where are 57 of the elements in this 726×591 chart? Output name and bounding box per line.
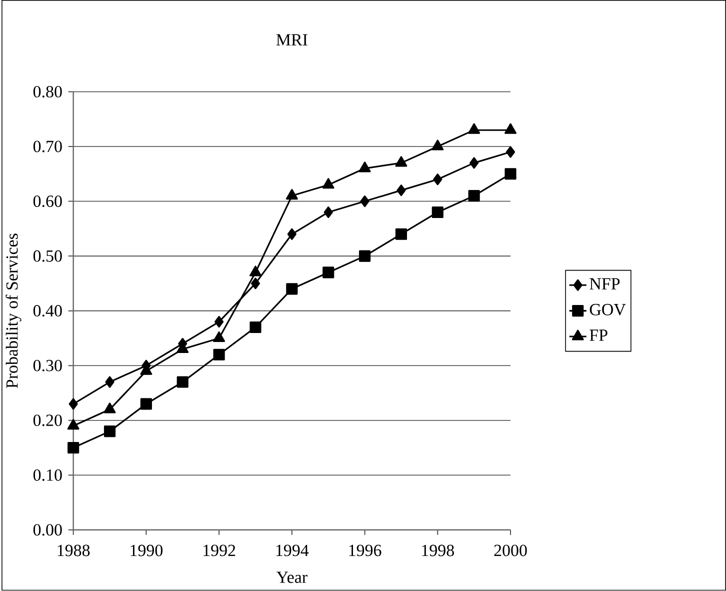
point — [322, 178, 334, 189]
point — [68, 442, 80, 454]
point — [324, 206, 333, 218]
point — [214, 316, 224, 328]
x-tick-label: 1988 — [58, 544, 90, 556]
y-tick-label: 0.10 — [33, 470, 62, 482]
y-axis-title: Probability of Services — [6, 234, 22, 388]
x-tick-label: 1994 — [276, 544, 309, 556]
x-axis-title: Year — [276, 572, 308, 584]
point — [468, 123, 480, 134]
y-tick-label: 0.80 — [33, 86, 62, 98]
point — [504, 123, 516, 134]
point — [432, 140, 444, 150]
y-tick-label: 0.00 — [33, 524, 62, 536]
point — [67, 419, 80, 430]
point — [396, 184, 406, 196]
point — [395, 156, 408, 167]
point — [506, 146, 516, 158]
point — [104, 426, 116, 438]
point — [213, 332, 226, 342]
point — [176, 376, 188, 388]
point — [287, 228, 296, 240]
point — [360, 196, 370, 208]
point — [286, 283, 298, 295]
y-tick-label: 0.70 — [33, 140, 62, 152]
x-tick-label: 2000 — [494, 544, 527, 556]
x-tick-label: 1998 — [422, 544, 454, 556]
x-tick-label: 1996 — [349, 544, 382, 556]
point — [358, 162, 371, 172]
point — [504, 168, 516, 180]
point — [395, 228, 407, 240]
point — [140, 398, 152, 410]
point — [104, 402, 116, 414]
point — [433, 174, 442, 186]
y-tick-label: 0.20 — [33, 414, 62, 426]
y-tick-label: 0.40 — [33, 305, 62, 317]
point — [68, 398, 78, 410]
legend-label: GOV — [590, 304, 626, 316]
point — [432, 206, 444, 218]
point — [470, 157, 479, 169]
x-tick-label: 1990 — [130, 544, 163, 556]
y-tick-label: 0.60 — [33, 196, 62, 208]
y-tick-label: 0.50 — [33, 250, 62, 262]
point — [250, 322, 262, 334]
x-tick-label: 1992 — [204, 544, 236, 556]
point — [250, 278, 260, 290]
point — [213, 349, 225, 361]
point — [105, 376, 114, 388]
point — [358, 250, 371, 262]
point — [468, 190, 480, 202]
chart-title: MRI — [276, 34, 308, 46]
legend-label: FP — [590, 330, 608, 341]
y-tick-label: 0.30 — [33, 360, 62, 372]
point — [322, 266, 334, 278]
point — [286, 189, 298, 200]
legend-label: NFP — [590, 278, 620, 290]
point — [249, 266, 262, 276]
